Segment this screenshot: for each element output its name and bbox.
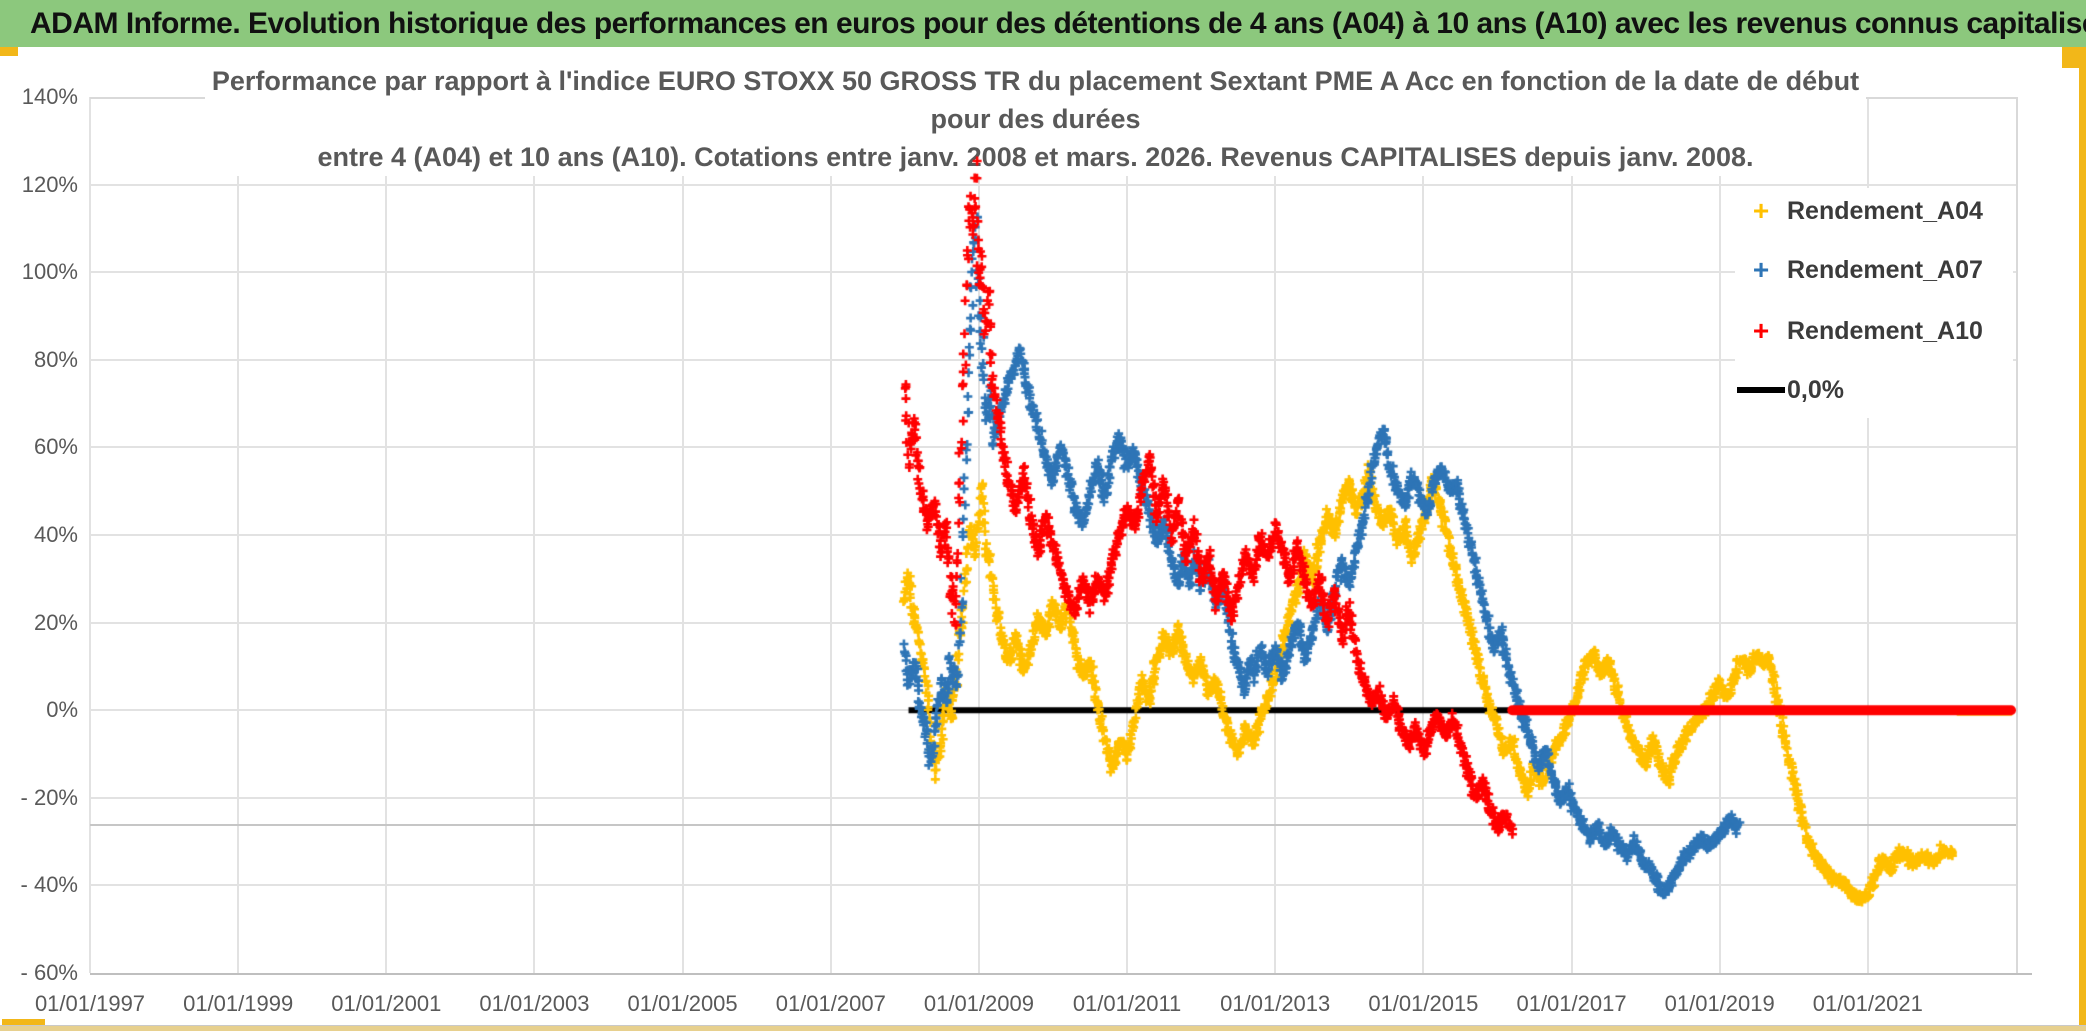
legend-label: 0,0% — [1787, 375, 1844, 404]
legend-item-0-0-[interactable]: 0,0% — [1735, 370, 2013, 410]
legend-label: Rendement_A07 — [1787, 255, 1983, 284]
legend-plus-marker-icon: + — [1752, 254, 1770, 285]
legend-item-rendement-a10[interactable]: + Rendement_A10 — [1735, 311, 2013, 351]
legend-plus-marker-icon: + — [1752, 315, 1770, 346]
legend-item-rendement-a04[interactable]: + Rendement_A04 — [1735, 191, 2013, 231]
legend-line-swatch — [1737, 387, 1785, 393]
legend-plus-marker-icon: + — [1752, 195, 1770, 226]
chart-legend: + Rendement_A04 + Rendement_A07 + Rendement_A… — [1735, 188, 2013, 418]
legend-label: Rendement_A04 — [1787, 196, 1983, 225]
legend-label: Rendement_A10 — [1787, 316, 1983, 345]
legend-item-rendement-a07[interactable]: + Rendement_A07 — [1735, 250, 2013, 290]
